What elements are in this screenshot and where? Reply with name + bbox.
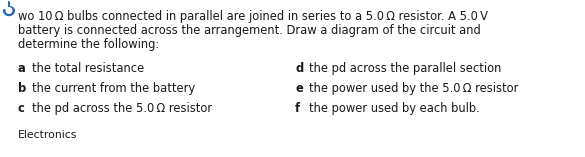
Circle shape [6, 8, 12, 13]
Text: e: e [295, 82, 303, 95]
Polygon shape [4, 1, 15, 16]
Text: c: c [18, 102, 25, 115]
Text: b: b [18, 82, 26, 95]
Text: f: f [295, 102, 300, 115]
Text: the pd across the 5.0 Ω resistor: the pd across the 5.0 Ω resistor [32, 102, 212, 115]
Text: the power used by the 5.0 Ω resistor: the power used by the 5.0 Ω resistor [309, 82, 518, 95]
Text: battery is connected across the arrangement. Draw a diagram of the circuit and: battery is connected across the arrangem… [18, 24, 481, 37]
Text: Electronics: Electronics [18, 130, 77, 140]
Text: determine the following:: determine the following: [18, 38, 159, 51]
Text: d: d [295, 62, 303, 75]
Text: the power used by each bulb.: the power used by each bulb. [309, 102, 480, 115]
Text: the total resistance: the total resistance [32, 62, 144, 75]
Text: wo 10 Ω bulbs connected in parallel are joined in series to a 5.0 Ω resistor. A : wo 10 Ω bulbs connected in parallel are … [18, 10, 488, 23]
Text: a: a [18, 62, 26, 75]
Text: the pd across the parallel section: the pd across the parallel section [309, 62, 501, 75]
Text: the current from the battery: the current from the battery [32, 82, 195, 95]
